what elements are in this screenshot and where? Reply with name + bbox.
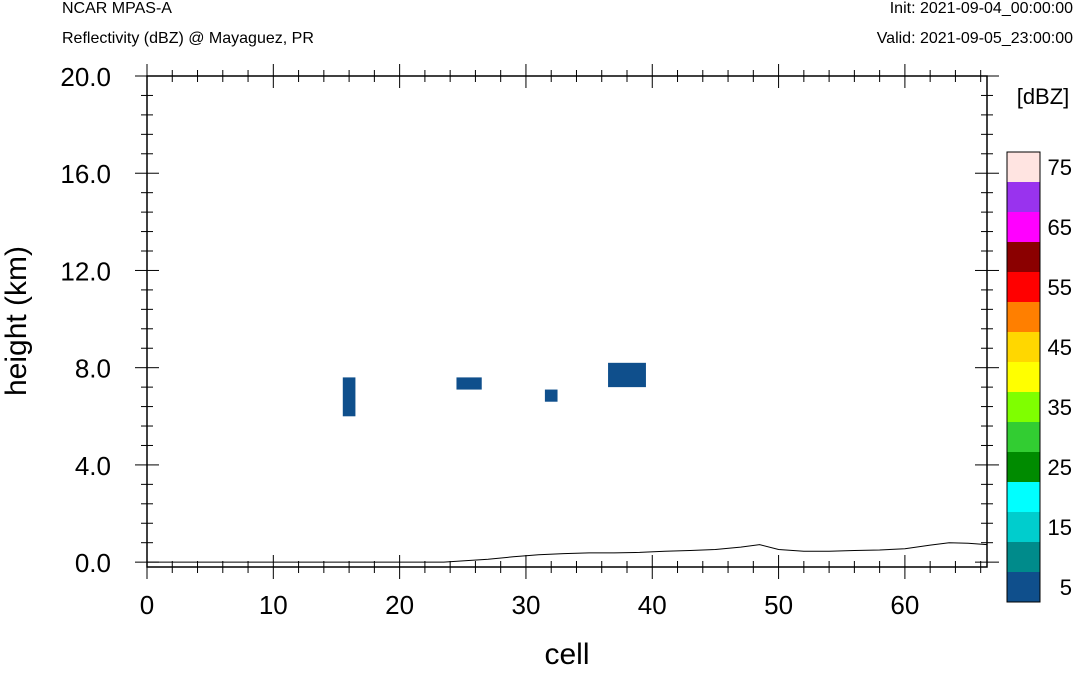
y-axis-title: height (km) xyxy=(0,246,33,396)
colorbar-segment xyxy=(1007,242,1040,272)
y-tick-label: 20.0 xyxy=(60,62,111,92)
colorbar-label: 25 xyxy=(1048,455,1072,480)
plot-subtitle: Reflectivity (dBZ) @ Mayaguez, PR xyxy=(62,30,314,47)
y-tick-label: 12.0 xyxy=(60,256,111,286)
reflectivity-cell xyxy=(608,362,646,388)
y-tick-label: 0.0 xyxy=(75,548,111,578)
colorbar-segment xyxy=(1007,332,1040,362)
tick-labels: 0 10 20 30 40 50 60 0.0 4.0 8.0 12.0 16.0 20.0 xyxy=(60,62,919,620)
colorbar-segment xyxy=(1007,302,1040,332)
colorbar-label: 15 xyxy=(1048,515,1072,540)
colorbar: 5 15 25 35 45 55 65 75 xyxy=(1006,151,1072,603)
plot-frame xyxy=(146,75,988,568)
colorbar-label: 35 xyxy=(1048,395,1072,420)
x-axis-title: cell xyxy=(544,638,589,671)
colorbar-segment xyxy=(1007,512,1040,542)
reflectivity-cell xyxy=(544,389,558,402)
x-tick-label: 40 xyxy=(638,590,667,620)
x-tick-label: 60 xyxy=(890,590,919,620)
model-name: NCAR MPAS-A xyxy=(62,0,172,17)
valid-time: Valid: 2021-09-05_23:00:00 xyxy=(876,30,1073,47)
colorbar-segment xyxy=(1007,362,1040,392)
colorbar-segment xyxy=(1007,542,1040,572)
colorbar-label: 5 xyxy=(1060,575,1072,600)
x-tick-label: 0 xyxy=(140,590,154,620)
terrain-line xyxy=(147,542,988,563)
terrain-line xyxy=(147,542,988,563)
colorbar-segment xyxy=(1007,482,1040,512)
axis-ticks xyxy=(135,64,999,579)
colorbar-label: 45 xyxy=(1048,335,1072,360)
init-time: Init: 2021-09-04_00:00:00 xyxy=(889,0,1073,17)
y-tick-label: 16.0 xyxy=(60,159,111,189)
reflectivity-cell xyxy=(342,377,356,417)
colorbar-segment xyxy=(1007,392,1040,422)
colorbar-segment xyxy=(1007,452,1040,482)
reflectivity-cell xyxy=(456,377,482,390)
x-tick-label: 20 xyxy=(385,590,414,620)
reflectivity-cells xyxy=(342,362,646,417)
colorbar-segment xyxy=(1007,272,1040,302)
colorbar-label: 75 xyxy=(1048,155,1072,180)
colorbar-segment xyxy=(1007,422,1040,452)
colorbar-segment xyxy=(1007,212,1040,242)
colorbar-segment xyxy=(1007,152,1040,182)
y-tick-label: 4.0 xyxy=(75,451,111,481)
x-tick-label: 10 xyxy=(259,590,288,620)
colorbar-segment xyxy=(1007,182,1040,212)
colorbar-frame xyxy=(1006,151,1041,603)
x-tick-label: 30 xyxy=(511,590,540,620)
colorbar-label: 55 xyxy=(1048,275,1072,300)
x-tick-label: 50 xyxy=(764,590,793,620)
colorbar-label: 65 xyxy=(1048,215,1072,240)
y-tick-label: 8.0 xyxy=(75,354,111,384)
colorbar-title: [dBZ] xyxy=(1017,84,1070,109)
colorbar-segment xyxy=(1007,572,1040,602)
